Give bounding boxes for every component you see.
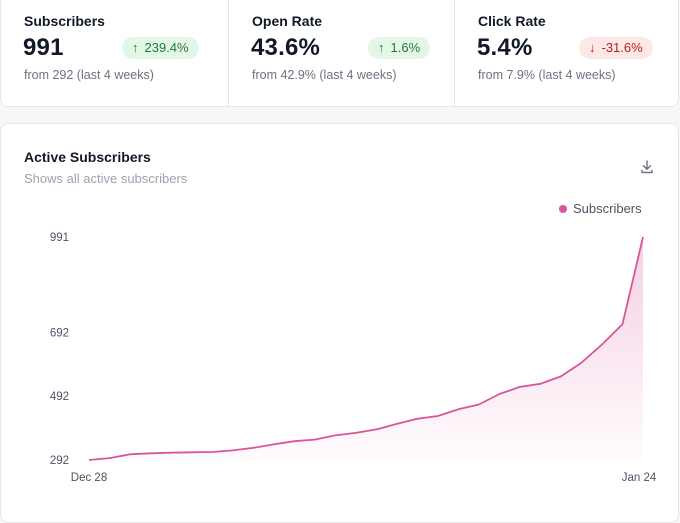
x-tick-label: Jan 24 [622, 472, 657, 484]
y-tick-label: 292 [50, 455, 69, 467]
change-value: -31.6% [601, 40, 643, 55]
stat-label: Open Rate [252, 13, 323, 29]
y-tick-label: 492 [50, 391, 69, 403]
legend-dot-subscribers [559, 204, 567, 213]
stat-comparison: from 7.9% (last 4 weeks) [478, 68, 616, 82]
chart-legend: Subscribers [559, 201, 642, 216]
change-value: 239.4% [144, 40, 189, 55]
card-title: Active Subscribers [24, 149, 151, 165]
change-value: 1.6% [390, 40, 421, 55]
arrow-down-icon: ↓ [589, 40, 596, 55]
download-icon[interactable] [639, 159, 655, 175]
stat-label: Click Rate [478, 13, 546, 29]
series-line-subscribers [88, 236, 644, 461]
stat-value: 5.4% [477, 34, 533, 61]
stat-open-rate: Open Rate 43.6% ↑ 1.6% from 42.9% (last … [228, 0, 454, 106]
card-subtitle: Shows all active subscribers [24, 171, 188, 186]
series-area-subscribers [89, 237, 643, 460]
legend-label-subscribers: Subscribers [573, 201, 642, 216]
y-tick-label: 692 [50, 327, 69, 339]
change-badge: ↑ 239.4% [122, 37, 199, 59]
stat-subscribers: Subscribers 991 ↑ 239.4% from 292 (last … [1, 0, 228, 106]
stat-value: 991 [23, 34, 64, 61]
stats-row: Subscribers 991 ↑ 239.4% from 292 (last … [0, 0, 679, 107]
stat-comparison: from 42.9% (last 4 weeks) [252, 68, 397, 82]
x-tick-label: Dec 28 [71, 472, 107, 484]
change-badge: ↑ 1.6% [368, 37, 431, 59]
arrow-up-icon: ↑ [378, 40, 385, 55]
y-tick-label: 991 [50, 232, 69, 244]
arrow-up-icon: ↑ [132, 40, 139, 55]
stat-click-rate: Click Rate 5.4% ↓ -31.6% from 7.9% (last… [454, 0, 679, 106]
change-badge: ↓ -31.6% [579, 37, 653, 59]
subscribers-chart: 292 492 692 991 Dec 28 Jan 24 [50, 232, 657, 484]
stat-value: 43.6% [251, 34, 321, 61]
stat-comparison: from 292 (last 4 weeks) [24, 68, 154, 82]
stat-label: Subscribers [24, 13, 105, 29]
